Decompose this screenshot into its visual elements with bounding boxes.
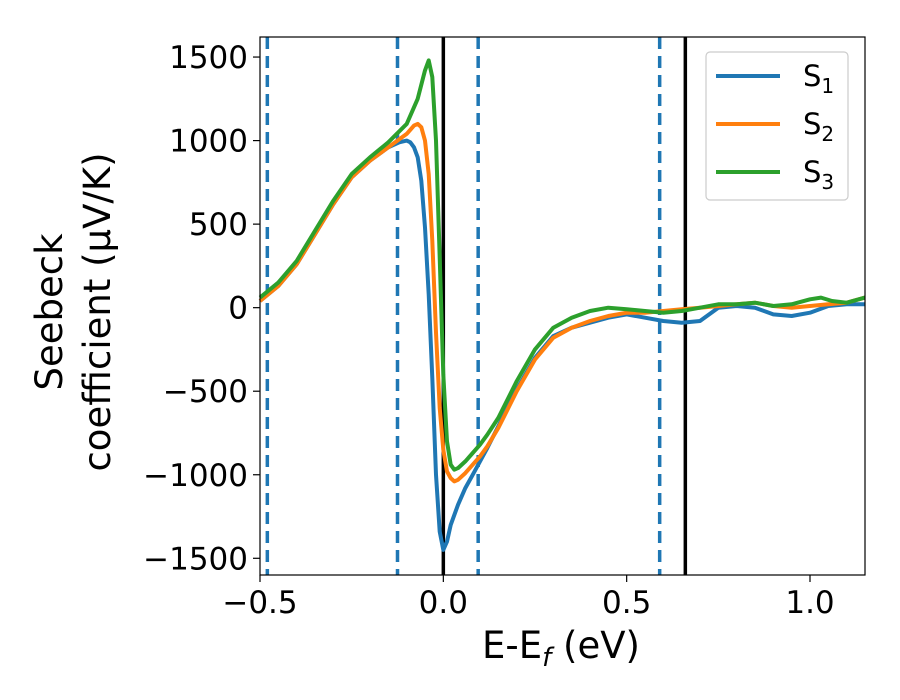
y-tick-label: 1000 <box>169 124 248 160</box>
legend: S1 S2 S3 <box>705 51 849 201</box>
reference-lines <box>265 37 688 575</box>
y-tick-label: 500 <box>189 207 248 243</box>
legend-label-s1: S1 <box>803 59 834 98</box>
legend-label-s2: S2 <box>803 107 834 146</box>
y-tick-label: −1000 <box>143 458 248 494</box>
x-tick-label: 0.5 <box>602 585 651 621</box>
x-tick-label: −0.5 <box>222 585 297 621</box>
y-tick-label: 1500 <box>169 40 248 76</box>
series-line-s1 <box>258 138 865 552</box>
y-tick-label: −500 <box>163 374 248 410</box>
y-tick-label: 0 <box>228 291 248 327</box>
y-axis-label-line1: Seebeck <box>28 233 71 391</box>
axis-ticks: −0.5 0.0 0.5 1.0 −1500 −1000 −500 0 500 1000 1500 <box>143 40 835 621</box>
y-tick-label: −1500 <box>143 541 248 577</box>
plot-frame <box>259 36 866 576</box>
series-line-s3 <box>258 58 866 472</box>
series-layer <box>258 58 866 552</box>
y-axis-label-line2: coefficient (μV/K) <box>76 152 119 471</box>
x-axis-label: E-Ef (eV) <box>482 624 640 673</box>
legend-label-s3: S3 <box>803 155 834 194</box>
x-tick-label: 0.0 <box>419 585 468 621</box>
x-tick-label: 1.0 <box>785 585 834 621</box>
